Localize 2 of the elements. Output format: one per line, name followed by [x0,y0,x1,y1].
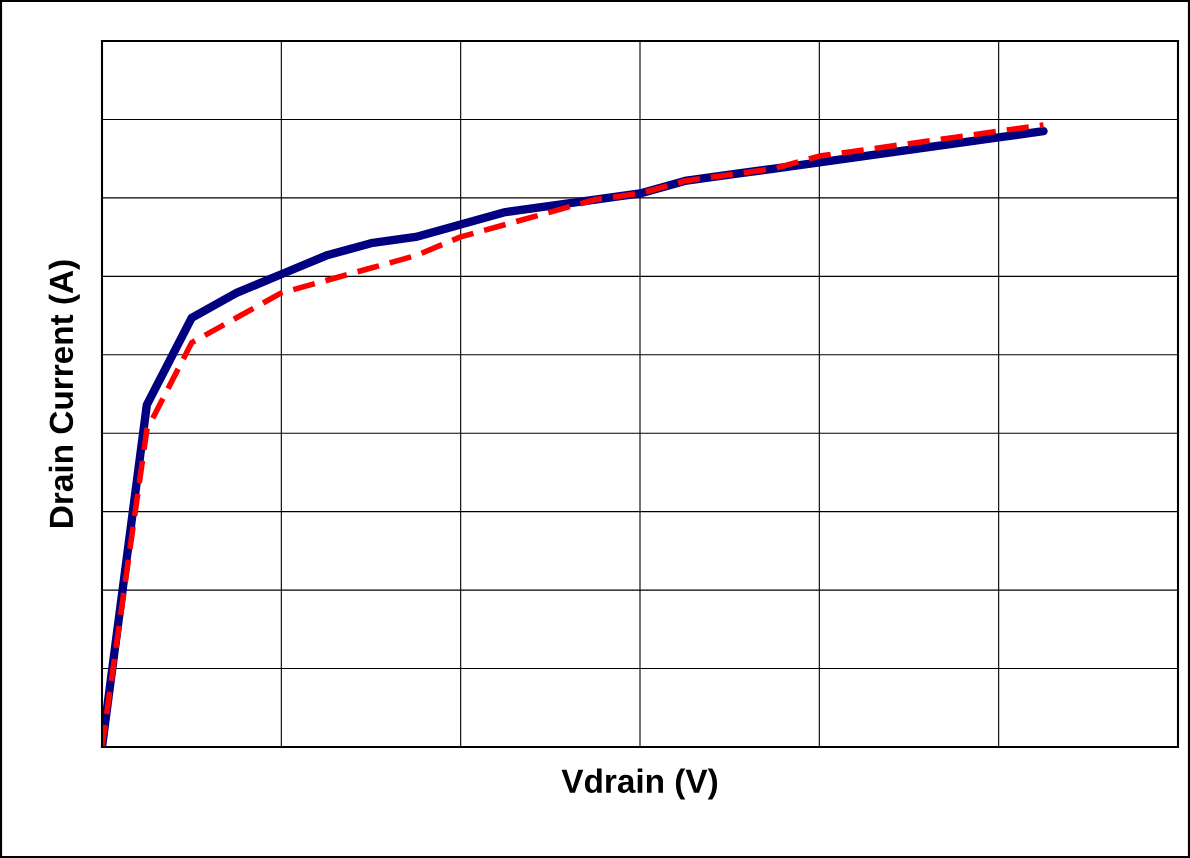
x-axis-title: Vdrain (V) [561,768,718,800]
y-axis-title: Drain Current (A) [48,260,80,527]
